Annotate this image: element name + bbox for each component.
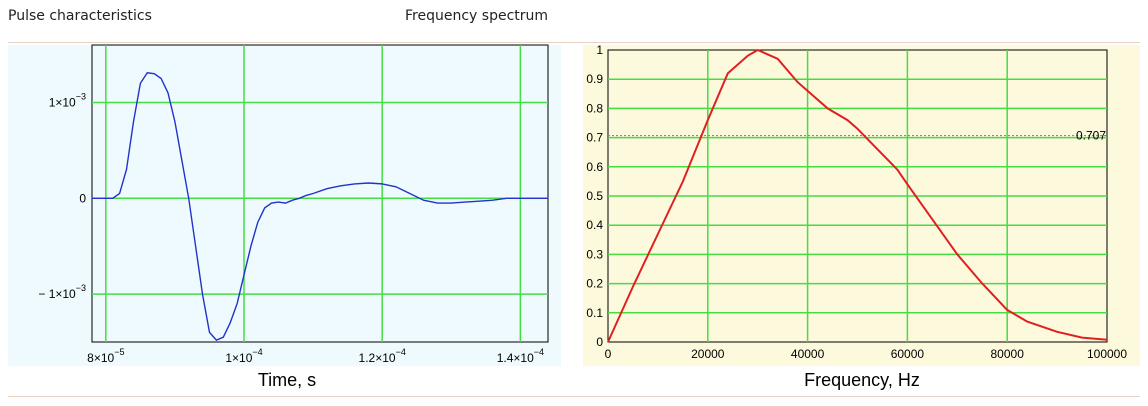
pulse-x-axis-title: Time, s	[258, 370, 316, 390]
spectrum-x-tick-label: 20000	[691, 347, 725, 361]
spectrum-y-tick-label: 0.2	[586, 277, 603, 291]
spectrum-y-tick-label: 0.7	[586, 131, 603, 145]
spectrum-x-tick-label: 80000	[991, 347, 1025, 361]
spectrum-y-tick-label: 1	[596, 43, 603, 57]
spectrum-x-tick-label: 40000	[791, 347, 825, 361]
spectrum-x-axis-title: Frequency, Hz	[804, 370, 920, 390]
spectrum-y-tick-label: 0.6	[586, 160, 603, 174]
pulse-y-tick-label: 1×10−3	[49, 91, 86, 109]
spectrum-series-line	[607, 48, 1108, 343]
pulse-y-tick-label: − 1×10−3	[38, 283, 86, 301]
spectrum-y-tick-label: 0.9	[586, 72, 603, 86]
spectrum-x-tick-label: 0	[605, 347, 612, 361]
pulse-y-tick-label: 0	[79, 191, 86, 205]
pulse-x-tick-label: 1×10−4	[225, 347, 262, 365]
pulse-plot-frame	[91, 44, 549, 343]
pulse-section-label: Pulse characteristics	[8, 8, 152, 24]
pulse-x-tick-label: 8×10−5	[87, 347, 124, 365]
spectrum-x-tick-label: 100000	[1087, 347, 1127, 361]
threshold-label: 0.707	[1076, 129, 1106, 143]
pulse-x-tick-label: 1.2×10−4	[359, 347, 406, 365]
spectrum-x-tick-label: 60000	[891, 347, 925, 361]
spectrum-y-tick-label: 0.3	[586, 247, 603, 261]
spectrum-y-tick-label: 0	[596, 335, 603, 349]
pulse-series-line	[92, 72, 548, 341]
spectrum-y-tick-label: 0.5	[586, 189, 603, 203]
spectrum-y-tick-label: 0.4	[586, 218, 603, 232]
spectrum-y-tick-label: 0.1	[586, 306, 603, 320]
spectrum-y-tick-label: 0.8	[586, 101, 603, 115]
top-divider	[8, 42, 1140, 43]
spectrum-section-label: Frequency spectrum	[405, 8, 549, 24]
bottom-divider	[8, 396, 1140, 397]
pulse-x-tick-label: 1.4×10−4	[497, 347, 544, 365]
